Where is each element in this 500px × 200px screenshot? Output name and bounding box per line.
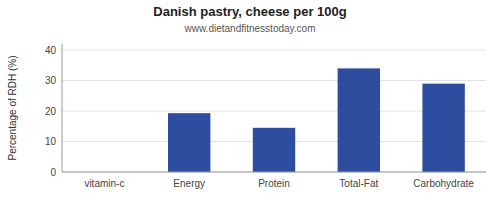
y-tick-label: 0	[50, 167, 56, 178]
title: Danish pastry, cheese per 100g	[153, 4, 346, 19]
chart-container: Danish pastry, cheese per 100g www.dietan…	[0, 0, 500, 200]
y-tick-label: 40	[45, 45, 57, 56]
bars	[168, 68, 465, 172]
grid-line	[62, 50, 486, 51]
x-tick-label: Energy	[173, 178, 205, 189]
bar	[253, 128, 295, 172]
bar	[422, 84, 464, 172]
x-tick-label: Total-Fat	[339, 178, 378, 189]
subtitle: www.dietandfitnesstoday.com	[184, 23, 316, 34]
y-axis-label: Percentage of RDH (%)	[7, 55, 18, 160]
bar	[168, 113, 210, 172]
bar	[338, 68, 380, 172]
y-tick-label: 10	[45, 136, 57, 147]
x-tick-label: Carbohydrate	[413, 178, 474, 189]
chart-svg: Danish pastry, cheese per 100g www.dietan…	[0, 0, 500, 200]
y-axis-line	[62, 44, 63, 172]
x-tick-label: vitamin-c	[84, 178, 124, 189]
grid-line	[62, 172, 486, 173]
y-tick-label: 30	[45, 75, 57, 86]
grid-line	[62, 80, 486, 81]
x-tick-label: Protein	[258, 178, 290, 189]
x-axis-line	[62, 172, 486, 173]
y-tick-label: 20	[45, 106, 57, 117]
grid	[62, 50, 486, 172]
